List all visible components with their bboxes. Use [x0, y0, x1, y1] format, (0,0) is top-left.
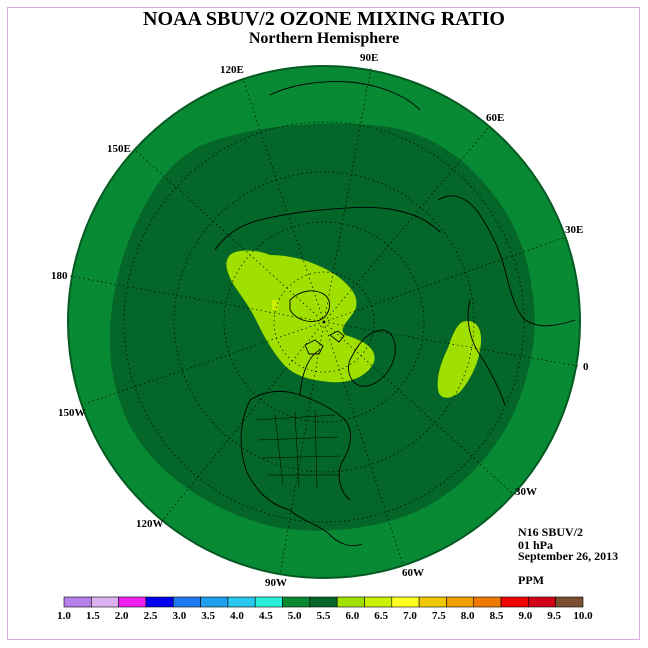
longitude-label: 30E	[565, 224, 583, 236]
colorbar-tick-label: 2.0	[115, 610, 129, 622]
meridian-line	[323, 321, 404, 566]
colorbar-swatch	[500, 596, 529, 608]
colorbar-tick-label: 7.0	[403, 610, 417, 622]
colorbar-swatch	[172, 596, 201, 608]
us-state-lines	[254, 409, 341, 489]
colorbar-swatch	[555, 596, 584, 608]
colorbar-tick-label: 1.5	[86, 610, 100, 622]
coastline-greenland	[348, 329, 396, 387]
polar-patch-small	[437, 320, 482, 398]
colorbar-swatch	[473, 596, 502, 608]
colorbar-swatch	[391, 596, 420, 608]
colorbar-swatch	[528, 596, 556, 608]
coastline-arctic-islands	[289, 290, 345, 355]
colorbar-ticks: 1.0 1.5 2.0 2.5 3.0 3.5 4.0 4.5 5.0 5.5 6.0 6.5 7.0 7…	[57, 610, 593, 622]
colorbar-tick-label: 4.5	[259, 610, 273, 622]
polar-patch-highlight	[272, 300, 278, 310]
longitude-label: 60W	[402, 567, 424, 579]
longitude-label: 60E	[486, 112, 504, 124]
map-subtitle: Northern Hemisphere	[248, 30, 400, 47]
longitude-label: 150W	[58, 407, 86, 419]
plot-frame	[7, 7, 640, 640]
colorbar-tick-label: 6.5	[374, 610, 388, 622]
colorbar-tick-label: 9.0	[518, 610, 532, 622]
colorbar-swatch	[282, 596, 311, 608]
colorbar-swatch	[364, 596, 393, 608]
longitude-label: 120W	[136, 518, 164, 530]
map-title: NOAA SBUV/2 OZONE MIXING RATIO	[143, 8, 505, 30]
longitude-labels: 120E 90E 60E 150E 30E 180 0 150W 30W 120…	[51, 52, 589, 589]
colorbar-tick-label: 10.0	[573, 610, 593, 622]
colorbar-tick-label: 3.5	[201, 610, 215, 622]
date-label: September 26, 2013	[518, 549, 619, 563]
colorbar-swatch	[91, 596, 119, 608]
latitude-circle	[173, 171, 475, 473]
colorbar-tick-label: 5.0	[288, 610, 302, 622]
units-label: PPM	[518, 573, 544, 587]
coastlines	[214, 81, 576, 547]
colorbar-tick-label: 6.0	[345, 610, 359, 622]
longitude-label: 30W	[515, 486, 537, 498]
colorbar-tick-label: 8.0	[461, 610, 475, 622]
latitude-circle	[123, 121, 525, 523]
polar-patch-main	[226, 250, 375, 383]
colorbar-swatch	[254, 596, 283, 608]
colorbar-swatch	[145, 596, 174, 608]
colorbar-tick-label: 7.5	[432, 610, 446, 622]
colorbar-swatch	[309, 596, 338, 608]
colorbar-swatch	[63, 596, 92, 608]
coastline-asia	[214, 81, 441, 251]
colorbar-tick-label: 4.0	[230, 610, 244, 622]
longitude-label: 90W	[265, 577, 287, 589]
longitude-label: 150E	[107, 143, 131, 155]
longitude-label: 90E	[360, 52, 378, 64]
colorbar-swatch	[418, 596, 447, 608]
colorbar-tick-label: 9.5	[547, 610, 561, 622]
colorbar-tick-label: 5.5	[317, 610, 331, 622]
longitude-label: 0	[583, 361, 589, 373]
colorbar-swatch	[336, 596, 365, 608]
colorbar-tick-label: 8.5	[490, 610, 504, 622]
colorbar-tick-label: 2.5	[144, 610, 158, 622]
colorbar-swatch	[446, 596, 475, 608]
colorbar-swatch	[200, 596, 229, 608]
pressure-level-label: 01 hPa	[518, 538, 554, 552]
latitude-circles	[123, 121, 525, 523]
colorbar-swatch	[118, 596, 147, 608]
us-state-grid	[254, 409, 341, 489]
longitude-label: 180	[51, 270, 68, 282]
coastline-europe	[437, 195, 576, 406]
meridian-line	[134, 149, 325, 323]
meridian-line	[323, 126, 490, 323]
latitude-circle	[273, 271, 375, 373]
latitude-circle	[223, 221, 425, 423]
instrument-label: N16 SBUV/2	[518, 525, 584, 539]
coastline-north-america	[240, 349, 363, 547]
meridian-lines	[69, 67, 579, 576]
colorbar	[63, 596, 584, 608]
meridian-line	[323, 321, 513, 494]
longitude-label: 120E	[220, 64, 244, 76]
colorbar-tick-label: 1.0	[57, 610, 71, 622]
colorbar-tick-label: 3.0	[172, 610, 186, 622]
colorbar-swatch	[227, 596, 256, 608]
